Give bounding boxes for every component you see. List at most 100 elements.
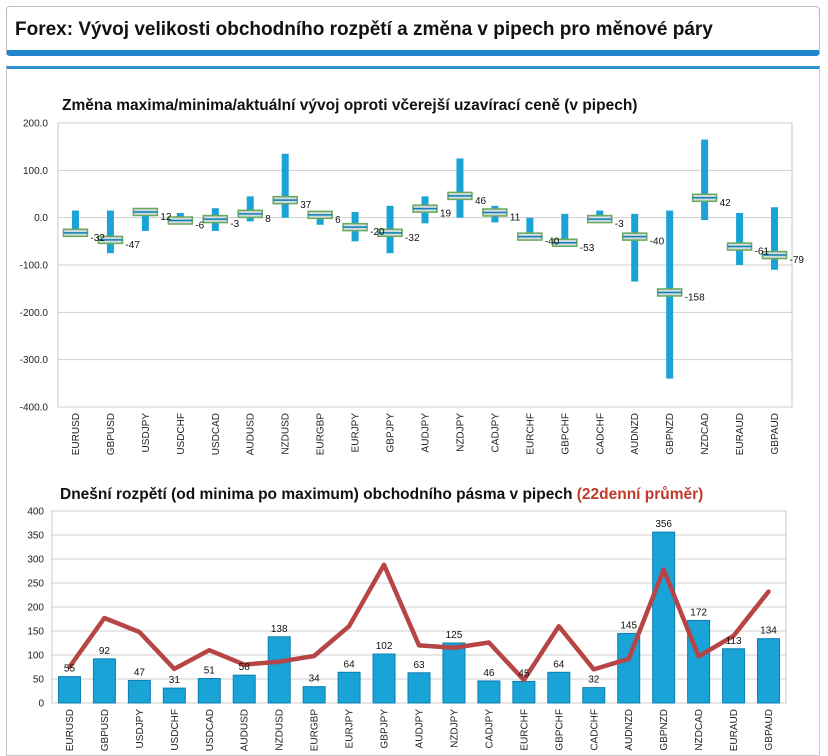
y-tick-label: 200 — [27, 603, 44, 614]
pip-change-data-labels: -32 -47 12 -6 -3 8 37 6 -20 -32 19 46 11 -40 -53 -3 -40 -… — [90, 196, 804, 304]
average-line — [67, 562, 771, 683]
x-tick-label-audusd: AUDUSD — [246, 413, 257, 455]
range-bar-nzdusd — [267, 636, 291, 704]
range-bar-eurusd — [71, 210, 79, 236]
x-tick-label-euraud: EURAUD — [729, 709, 740, 751]
range-bar-gbpusd — [106, 210, 114, 254]
x-tick-label-usdchf: USDCHF — [170, 709, 181, 751]
y-tick-label: 300 — [27, 555, 44, 566]
x-tick-label-nzdusd: NZDUSD — [275, 709, 286, 751]
data-label-gbpusd: 92 — [99, 646, 111, 657]
range-bar-nzdusd — [281, 153, 289, 218]
data-label-eurchf: -40 — [545, 237, 560, 248]
pip-change-grid — [57, 122, 793, 408]
x-tick-label-audjpy: AUDJPY — [415, 709, 426, 749]
data-label-euraud: -61 — [755, 247, 770, 258]
range-bar-euraud — [722, 648, 746, 704]
range-bar-gbpnzd — [652, 531, 676, 704]
data-label-usdchf: -6 — [195, 221, 204, 232]
range-bar-cadjpy — [477, 680, 501, 704]
range-bar-nzdcad — [701, 139, 709, 221]
x-tick-label-nzdjpy: NZDJPY — [449, 709, 460, 748]
x-tick-label-euraud: EURAUD — [735, 413, 746, 455]
x-tick-label-eurjpy: EURJPY — [345, 709, 356, 749]
range-bar-gbpjpy — [372, 653, 396, 704]
page-title: Forex: Vývoj velikosti obchodního rozpět… — [15, 19, 713, 40]
data-label-eurjpy: 64 — [344, 659, 356, 670]
range-bar-usdchf — [162, 687, 186, 704]
daily-range-title-accent: (22denní průměr) — [577, 486, 704, 503]
x-tick-label-eurusd: EURUSD — [65, 709, 76, 751]
x-tick-label-eurjpy: EURJPY — [351, 413, 362, 453]
data-label-gbpjpy: -32 — [405, 233, 420, 244]
x-tick-label-audjpy: AUDJPY — [421, 413, 432, 453]
range-bar-audnzd — [631, 213, 639, 282]
daily-range-data-labels: 55 92 47 31 51 58 138 34 64 102 63 125 46 45 64 32 145 35… — [64, 519, 777, 686]
x-tick-label-gbpusd: GBPUSD — [100, 709, 111, 751]
data-label-audnzd: 145 — [620, 620, 637, 631]
range-bar-usdcad — [197, 678, 221, 704]
x-tick-label-gbpjpy: GBPJPY — [386, 413, 397, 453]
data-label-eurgbp: 6 — [335, 215, 341, 226]
data-label-eurusd: -32 — [90, 233, 105, 244]
x-tick-label-nzdusd: NZDUSD — [281, 413, 292, 455]
pip-change-y-axis: 200.0 100.0 0.0 -100.0 -200.0 -300.0 -400.0 — [20, 119, 49, 414]
range-bar-nzdjpy — [442, 642, 466, 704]
daily-range-bars — [57, 531, 781, 704]
y-tick-label: -400.0 — [20, 403, 49, 414]
data-label-eurgbp: 34 — [309, 674, 321, 685]
x-tick-label-gbpchf: GBPCHF — [554, 709, 565, 751]
y-tick-label: 50 — [33, 675, 45, 686]
data-label-gbpjpy: 102 — [376, 641, 393, 652]
page-title-bar: Forex: Vývoj velikosti obchodního rozpět… — [6, 6, 820, 56]
y-tick-label: -300.0 — [20, 355, 49, 366]
x-tick-label-usdcad: USDCAD — [205, 709, 216, 751]
x-tick-label-eurchf: EURCHF — [519, 709, 530, 751]
range-bar-eurchf — [526, 217, 534, 239]
data-label-audusd: 58 — [239, 662, 251, 673]
data-label-nzdusd: 138 — [271, 624, 288, 635]
x-tick-label-usdcad: USDCAD — [211, 413, 222, 455]
data-label-cadchf: 32 — [588, 675, 600, 686]
range-bar-eurusd — [57, 676, 81, 704]
range-bar-euraud — [736, 212, 744, 265]
data-label-nzdusd: 37 — [300, 200, 312, 211]
x-tick-label-gbpaud: GBPAUD — [764, 709, 775, 751]
range-bar-usdjpy — [127, 679, 151, 704]
x-tick-label-gbpnzd: GBPNZD — [665, 413, 676, 455]
y-tick-label: 200.0 — [23, 119, 48, 130]
y-tick-label: 350 — [27, 531, 44, 542]
data-label-eurjpy: -20 — [370, 227, 385, 238]
x-tick-label-nzdcad: NZDCAD — [700, 413, 711, 455]
data-label-usdjpy: 12 — [160, 212, 172, 223]
range-bar-gbpchf — [547, 671, 571, 704]
data-label-gbpchf: 64 — [553, 659, 565, 670]
data-label-nzdcad: 42 — [720, 198, 732, 209]
range-bar-eurchf — [512, 680, 536, 704]
data-label-cadjpy: 46 — [483, 668, 495, 679]
y-tick-label: 250 — [27, 579, 44, 590]
data-label-gbpaud: 134 — [760, 626, 777, 637]
range-bar-gbpaud — [771, 207, 779, 270]
y-tick-label: 150 — [27, 627, 44, 638]
pip-change-current-markers — [62, 191, 788, 297]
data-label-eurusd: 55 — [64, 664, 76, 675]
data-label-audjpy: 63 — [413, 660, 425, 671]
y-tick-label: 0.0 — [34, 213, 48, 224]
range-bar-eurjpy — [337, 671, 361, 704]
range-bar-gbpaud — [757, 638, 781, 704]
daily-range-title-main: Dnešní rozpětí (od minima po maximum) ob… — [60, 486, 577, 503]
data-label-nzdjpy: 46 — [475, 196, 487, 207]
range-bar-audusd — [232, 674, 256, 704]
x-tick-label-gbpnzd: GBPNZD — [659, 709, 670, 751]
data-label-cadjpy: 11 — [510, 212, 521, 223]
range-bar-cadchf — [582, 687, 606, 704]
range-bar-audjpy — [407, 672, 431, 704]
x-tick-label-eurchf: EURCHF — [525, 413, 536, 455]
x-tick-label-cadchf: CADCHF — [595, 413, 606, 455]
data-label-gbpnzd: -158 — [685, 292, 705, 303]
x-tick-label-eurusd: EURUSD — [71, 413, 82, 455]
pip-change-x-axis: EURUSD GBPUSD USDJPY USDCHF USDCAD AUDUSD NZDU… — [71, 413, 781, 456]
x-tick-label-gbpaud: GBPAUD — [770, 413, 781, 455]
data-label-gbpchf: -53 — [580, 243, 595, 254]
